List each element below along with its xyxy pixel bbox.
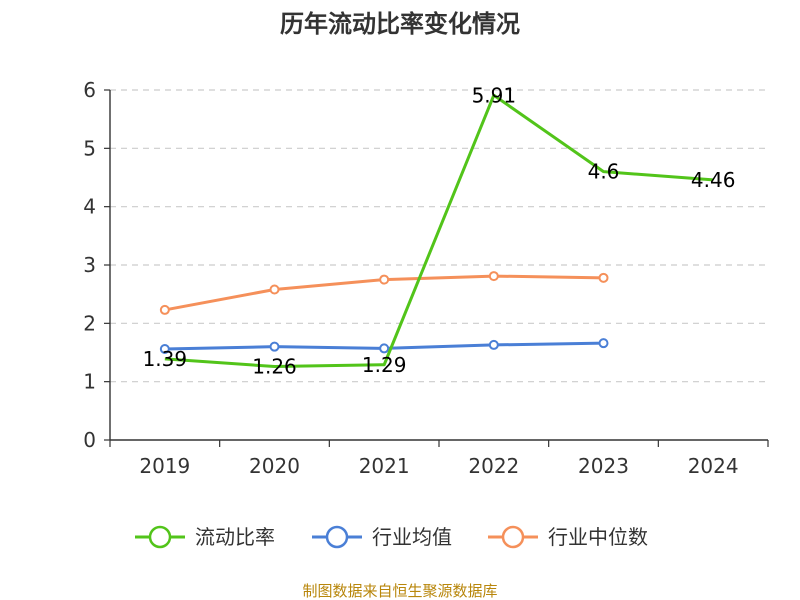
data-label: 4.6 (588, 160, 620, 184)
data-point (598, 338, 609, 349)
data-label: 5.91 (472, 83, 517, 107)
legend-item-1: 行业均值 (312, 525, 452, 549)
legend-item-2: 行业中位数 (488, 525, 648, 549)
data-point (488, 339, 499, 350)
x-tick-label: 2022 (468, 454, 519, 478)
x-tick-label: 2023 (578, 454, 629, 478)
y-tick-label: 1 (83, 370, 96, 394)
series-line (164, 93, 714, 368)
source-note: 制图数据来自恒生聚源数据库 (302, 582, 497, 600)
y-tick-label: 0 (83, 428, 96, 452)
x-tick-label: 2024 (688, 454, 739, 478)
y-tick-label: 4 (83, 195, 96, 219)
legend-label: 行业中位数 (548, 525, 648, 549)
data-point (379, 274, 390, 285)
legend-marker (148, 525, 172, 549)
x-tick-label: 2020 (249, 454, 300, 478)
data-point (379, 343, 390, 354)
data-point (159, 344, 170, 354)
data-point (159, 304, 170, 315)
series-2 (159, 271, 609, 315)
y-tick-label: 3 (83, 253, 96, 277)
data-point (598, 272, 609, 283)
x-tick-label: 2021 (359, 454, 410, 478)
y-tick-label: 6 (83, 78, 96, 102)
grid (110, 89, 768, 383)
data-label: 4.46 (691, 168, 736, 192)
legend: 流动比率 行业均值 行业中位数 (135, 525, 648, 549)
legend-label: 流动比率 (195, 525, 275, 549)
y-tick-label: 5 (83, 136, 96, 160)
data-label: 1.39 (143, 347, 188, 371)
series-1 (159, 338, 609, 354)
legend-label: 行业均值 (372, 525, 452, 549)
series-layer (159, 93, 714, 368)
data-label: 1.26 (252, 355, 297, 379)
legend-item-0: 流动比率 (135, 525, 275, 549)
data-point (269, 341, 280, 352)
x-tick-label: 2019 (139, 454, 190, 478)
axes: 0 1 2 3 4 5 6 2019 2020 2021 2022 2023 2024 (83, 78, 769, 478)
data-label: 1.29 (362, 353, 407, 377)
series-0 (164, 93, 714, 368)
data-labels: 1.39 1.26 1.29 5.91 4.6 4.46 (143, 83, 736, 378)
data-point (269, 284, 280, 295)
data-point (488, 271, 499, 282)
y-tick-label: 2 (83, 311, 96, 335)
chart-title: 历年流动比率变化情况 (280, 10, 520, 38)
legend-marker (501, 525, 525, 549)
legend-marker (325, 525, 349, 549)
